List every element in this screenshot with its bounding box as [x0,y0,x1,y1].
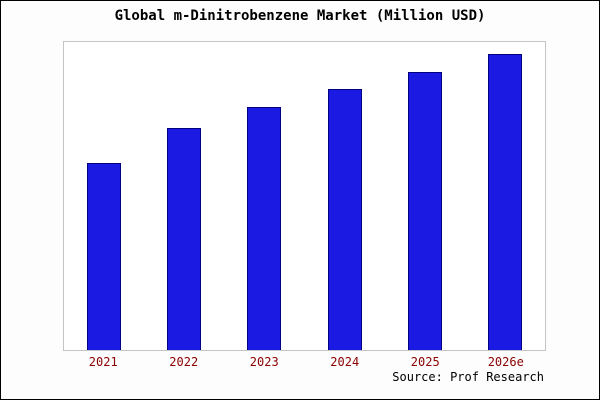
plot-area [63,41,546,351]
bar [167,127,202,350]
x-tick-label: 2021 [88,355,118,369]
bars-container [64,42,545,350]
bar-column [465,42,545,350]
x-tick-label: 2026e [487,355,524,369]
bar-column [64,42,144,350]
bar-column [144,42,224,350]
x-tick-label: 2022 [169,355,199,369]
x-tick-label: 2025 [410,355,440,369]
bar-column [385,42,465,350]
bar-column [224,42,304,350]
bar [487,53,522,350]
bar [407,71,442,350]
bar [247,107,282,350]
bar-column [305,42,385,350]
bar [327,89,362,350]
x-tick-label: 2023 [249,355,279,369]
x-tick-label: 2024 [330,355,360,369]
bar [87,163,122,350]
source-text: Source: Prof Research [392,370,544,384]
x-axis-labels: 2021 2022 2023 2024 2025 2026e [63,355,546,369]
chart-title: Global m-Dinitrobenzene Market (Million … [114,8,486,24]
